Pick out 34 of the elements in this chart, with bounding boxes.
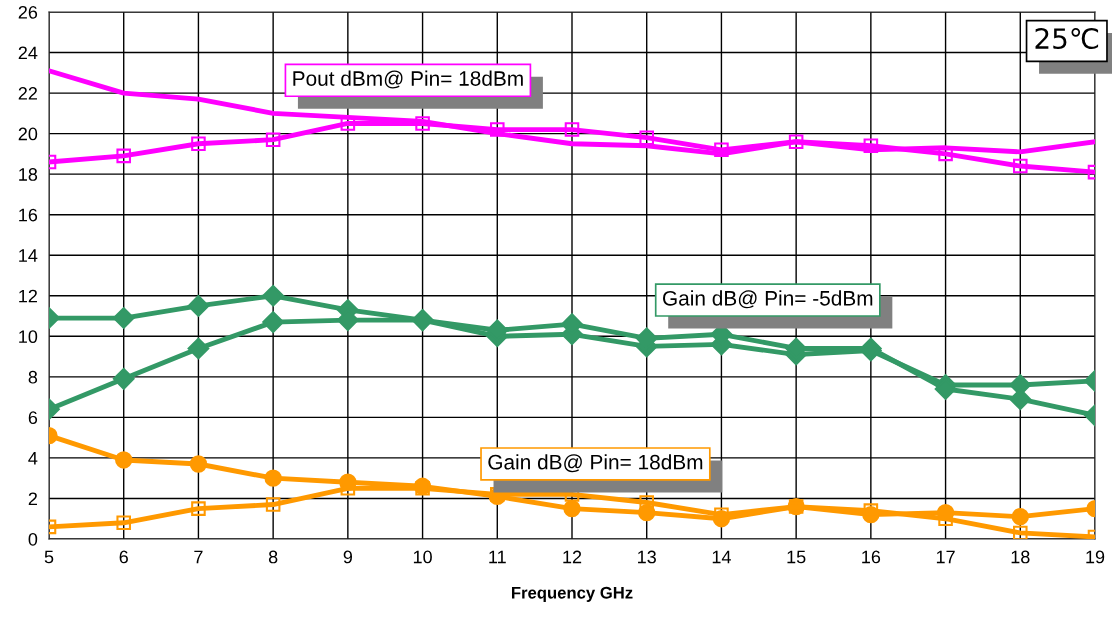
y-tick-label: 6 bbox=[28, 411, 38, 425]
annotation: Pout dBm@ Pin= 18dBm bbox=[293, 70, 523, 89]
y-tick-label: 20 bbox=[18, 127, 38, 141]
x-tick-label: 11 bbox=[489, 550, 506, 564]
annotation: Gain dB@ Pin= 18dBm bbox=[488, 454, 703, 473]
x-axis-title: Frequency GHz bbox=[511, 586, 633, 602]
y-tick-label: 18 bbox=[19, 168, 38, 181]
x-tick-label: 13 bbox=[638, 550, 656, 564]
y-tick-label: 24 bbox=[18, 46, 38, 60]
x-tick-label: 18 bbox=[1011, 550, 1030, 564]
x-tick-label: 6 bbox=[119, 550, 128, 564]
y-tick-label: 8 bbox=[28, 370, 38, 384]
x-tick-label: 7 bbox=[194, 550, 203, 564]
y-tick-label: 16 bbox=[19, 208, 38, 222]
annotation: 25℃ bbox=[1035, 28, 1099, 50]
x-tick-label: 9 bbox=[343, 550, 353, 564]
x-tick-label: 19 bbox=[1086, 550, 1105, 564]
x-tick-label: 15 bbox=[787, 550, 806, 564]
y-tick-label: 26 bbox=[18, 5, 38, 19]
y-tick-label: 10 bbox=[19, 330, 38, 344]
x-tick-label: 16 bbox=[862, 550, 881, 564]
y-tick-label: 22 bbox=[18, 87, 37, 100]
x-tick-label: 12 bbox=[563, 550, 582, 564]
y-tick-label: 0 bbox=[28, 532, 38, 546]
x-tick-label: 17 bbox=[936, 550, 955, 564]
annotation: Gain dB@ Pin= -5dBm bbox=[663, 290, 873, 309]
x-tick-label: 8 bbox=[268, 550, 278, 564]
y-tick-label: 4 bbox=[28, 452, 38, 465]
x-tick-label: 10 bbox=[413, 550, 432, 564]
x-tick-label: 5 bbox=[44, 550, 54, 564]
y-tick-label: 2 bbox=[28, 492, 37, 505]
x-tick-label: 14 bbox=[712, 550, 731, 564]
y-tick-label: 14 bbox=[19, 249, 38, 262]
y-tick-label: 12 bbox=[19, 289, 37, 303]
